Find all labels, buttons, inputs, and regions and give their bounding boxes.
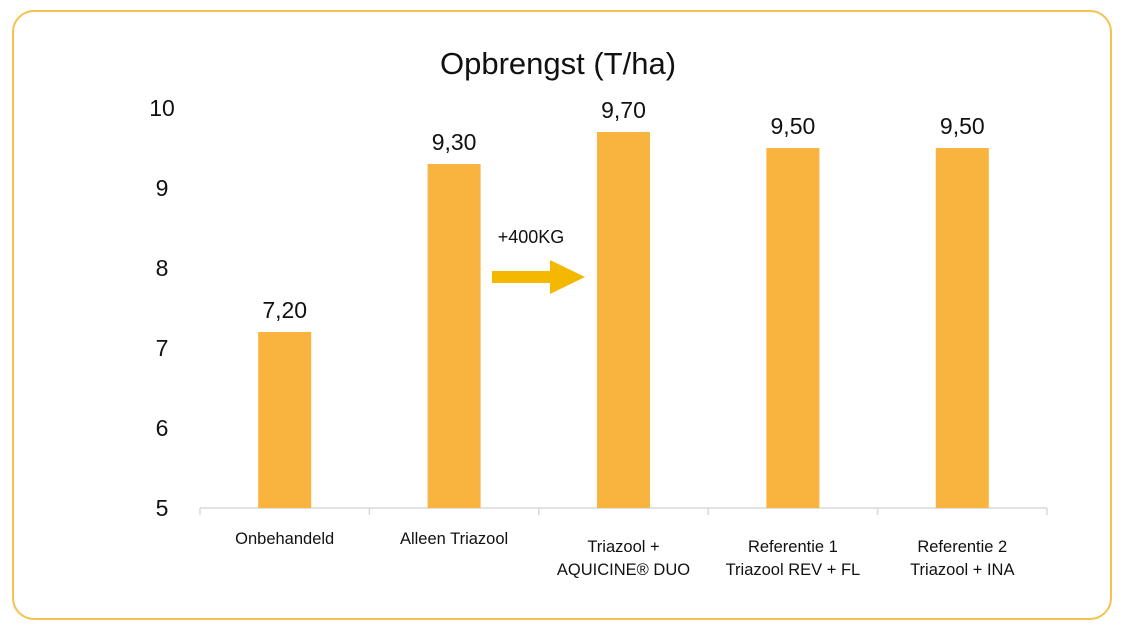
- y-tick-label: 8: [156, 255, 169, 281]
- annotation-label: +400KG: [498, 227, 565, 247]
- data-label: 9,50: [771, 113, 816, 139]
- data-label: 9,70: [601, 97, 646, 123]
- bar: [258, 332, 312, 508]
- annotation: +400KG: [492, 227, 585, 294]
- data-labels: 7,20 9,30 9,70 9,50 9,50: [262, 97, 984, 323]
- chart-title: Opbrengst (T/ha): [440, 46, 676, 81]
- y-tick-label: 5: [156, 495, 169, 521]
- y-tick-label: 9: [156, 175, 169, 201]
- category-label: Triazool + INA: [910, 561, 1014, 579]
- bar: [935, 148, 989, 508]
- arrow-right-icon: [492, 260, 585, 294]
- y-tick-label: 7: [156, 335, 169, 361]
- data-label: 9,30: [432, 129, 477, 155]
- category-labels: Onbehandeld Alleen Triazool Triazool + AQUI…: [235, 530, 1014, 579]
- category-label: AQUICINE® DUO: [557, 561, 690, 579]
- bar: [766, 148, 820, 508]
- y-tick-label: 6: [156, 415, 169, 441]
- category-label: Referentie 1: [748, 538, 838, 556]
- y-axis: 5 6 7 8 9 10: [149, 95, 175, 521]
- category-label: Alleen Triazool: [400, 530, 508, 548]
- category-label: Triazool REV + FL: [726, 561, 861, 579]
- y-tick-label: 10: [149, 95, 175, 121]
- category-label: Referentie 2: [917, 538, 1007, 556]
- data-label: 7,20: [262, 297, 307, 323]
- category-label: Triazool +: [587, 538, 659, 556]
- x-axis-ticks: [199, 508, 1048, 515]
- data-label: 9,50: [940, 113, 985, 139]
- bars: [258, 132, 989, 508]
- bar: [427, 164, 481, 508]
- chart-frame: [12, 10, 1112, 620]
- category-label: Onbehandeld: [235, 530, 334, 548]
- bar: [597, 132, 650, 508]
